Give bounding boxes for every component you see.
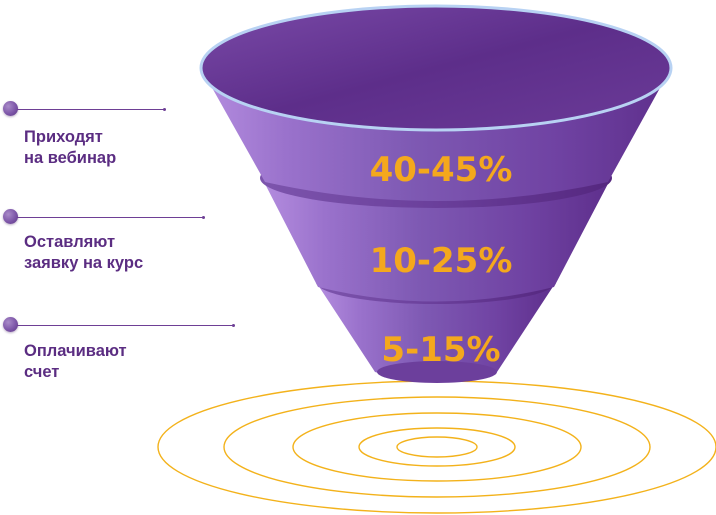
funnel-segment-1 <box>199 4 673 201</box>
stage-value-webinar: 40-45% <box>370 150 513 190</box>
leader-line-end <box>163 108 166 111</box>
leader-line <box>17 325 233 326</box>
bullet-dot-icon <box>3 209 18 224</box>
stage-label-webinar: Приходят на вебинар <box>24 128 117 167</box>
target-rings <box>157 380 716 514</box>
target-ring <box>157 380 716 514</box>
stage-value-application: 10-25% <box>370 241 513 281</box>
target-ring <box>358 427 516 467</box>
bullet-dot-icon <box>3 317 18 332</box>
leader-line <box>17 217 203 218</box>
leader-line <box>17 109 164 110</box>
stage-label-application: Оставляют заявку на курс <box>24 233 144 272</box>
leader-line-end <box>232 324 235 327</box>
target-ring <box>292 412 582 482</box>
leader-line-end <box>202 216 205 219</box>
bullet-dot-icon <box>3 101 18 116</box>
target-ring <box>223 396 651 498</box>
target-ring <box>396 436 478 458</box>
stage-value-payment: 5-15% <box>381 330 500 370</box>
stage-label-payment: Оплачивают счет <box>24 342 127 381</box>
